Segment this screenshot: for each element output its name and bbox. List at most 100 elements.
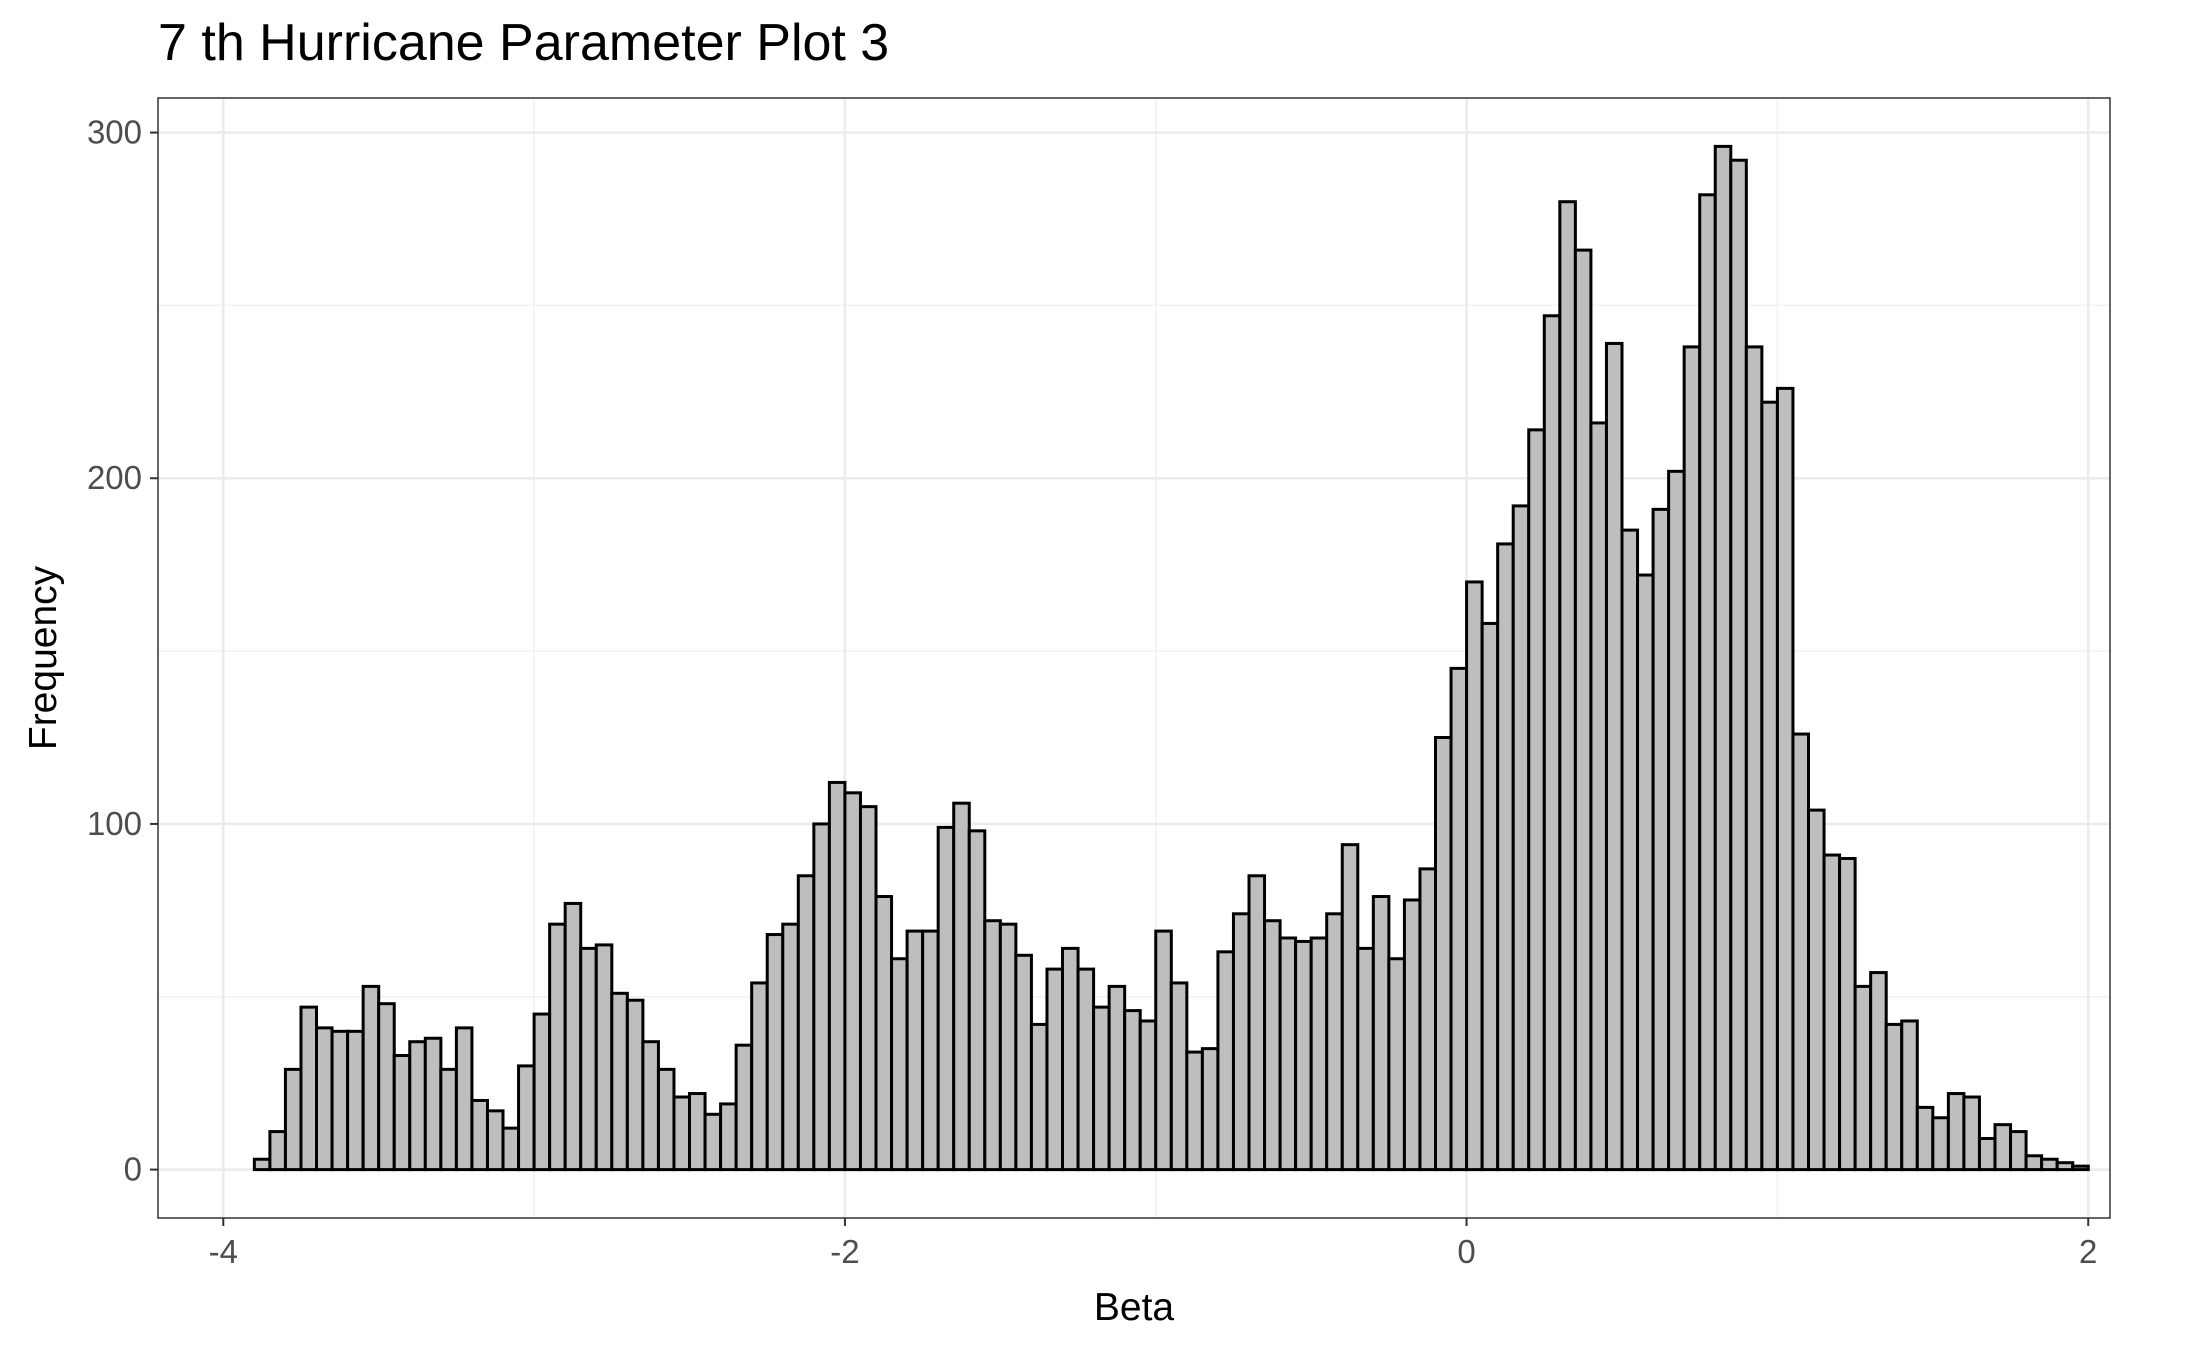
histogram-bar bbox=[796, 874, 816, 1172]
histogram-bar bbox=[1340, 843, 1360, 1172]
y-tick-label: 0 bbox=[124, 1151, 142, 1188]
histogram-bar bbox=[1434, 736, 1453, 1172]
histogram-bar bbox=[454, 1026, 474, 1172]
histogram-bar bbox=[532, 1012, 552, 1172]
histogram-bar bbox=[858, 805, 878, 1172]
histogram-bar bbox=[1573, 248, 1593, 1172]
histogram-bar bbox=[1418, 867, 1438, 1172]
histogram-bar bbox=[1107, 984, 1127, 1172]
histogram-bar bbox=[268, 1130, 287, 1172]
histogram-bar bbox=[1729, 158, 1748, 1172]
histogram-bar bbox=[361, 984, 381, 1172]
histogram-bar bbox=[330, 1029, 350, 1172]
histogram-bars bbox=[252, 144, 2090, 1172]
y-tick-label: 100 bbox=[87, 805, 142, 842]
histogram-bar bbox=[1791, 732, 1810, 1172]
histogram-bar bbox=[1589, 421, 1608, 1172]
histogram-bar bbox=[952, 801, 971, 1172]
histogram-bar bbox=[439, 1067, 458, 1172]
histogram-bar bbox=[1698, 193, 1717, 1172]
histogram-bar bbox=[843, 791, 862, 1172]
histogram-bar bbox=[1558, 200, 1577, 1172]
histogram-bar bbox=[703, 1112, 723, 1172]
histogram-bar bbox=[1604, 341, 1624, 1172]
histogram-bar bbox=[765, 933, 785, 1172]
histogram-bar bbox=[1822, 853, 1842, 1172]
x-axis-ticks: -4 -2 0 2 bbox=[209, 1218, 2097, 1270]
histogram-bar bbox=[1076, 967, 1096, 1172]
histogram-bar bbox=[1511, 504, 1531, 1172]
histogram-bar bbox=[1682, 345, 1702, 1172]
histogram-bar bbox=[299, 1005, 319, 1172]
histogram-bar bbox=[1962, 1095, 1981, 1172]
y-tick-label: 200 bbox=[87, 459, 142, 496]
histogram-bar bbox=[548, 922, 567, 1172]
histogram-bar bbox=[625, 998, 645, 1172]
histogram-bar bbox=[1449, 666, 1469, 1172]
histogram-bar bbox=[827, 780, 847, 1172]
histogram-bar bbox=[812, 822, 831, 1172]
histogram-bar bbox=[1775, 386, 1795, 1172]
histogram-bar bbox=[1977, 1136, 1997, 1172]
histogram-bar bbox=[1029, 1022, 1049, 1172]
histogram-bar bbox=[1480, 621, 1500, 1172]
histogram-bar bbox=[579, 946, 598, 1172]
histogram-bar bbox=[1806, 808, 1826, 1172]
x-tick-label: 0 bbox=[1457, 1233, 1475, 1270]
histogram-bar bbox=[283, 1067, 303, 1172]
histogram-bar bbox=[688, 1092, 707, 1172]
histogram-bar bbox=[610, 991, 629, 1172]
histogram-bar bbox=[936, 825, 956, 1172]
histogram-bar bbox=[1620, 528, 1640, 1172]
histogram-bar bbox=[408, 1040, 427, 1172]
histogram-bar bbox=[1263, 919, 1282, 1172]
histogram-bar bbox=[1387, 957, 1406, 1172]
histogram-bar bbox=[1200, 1047, 1220, 1172]
histogram-bar bbox=[2009, 1130, 2028, 1172]
histogram-bar bbox=[874, 895, 894, 1172]
histogram-bar bbox=[1931, 1116, 1950, 1172]
histogram-bar bbox=[485, 1109, 505, 1172]
histogram-bar bbox=[1294, 939, 1313, 1172]
histogram-bar bbox=[1993, 1123, 2013, 1172]
histogram-bar bbox=[1651, 507, 1671, 1172]
histogram-bar bbox=[1356, 946, 1375, 1172]
histogram-bar bbox=[734, 1043, 754, 1172]
histogram-bar bbox=[1527, 428, 1546, 1172]
histogram-bar bbox=[1884, 1022, 1904, 1172]
histogram-bar bbox=[1154, 929, 1173, 1172]
x-tick-label: -2 bbox=[830, 1233, 859, 1270]
histogram-bar bbox=[1900, 1019, 1919, 1172]
histogram-bar bbox=[501, 1126, 521, 1172]
histogram-bar bbox=[1138, 1019, 1158, 1172]
histogram-bar bbox=[719, 1102, 738, 1172]
histogram-bar bbox=[1045, 967, 1065, 1172]
histogram-bar bbox=[2055, 1161, 2075, 1172]
histogram-bar bbox=[1231, 912, 1251, 1172]
histogram-bar bbox=[2024, 1154, 2044, 1172]
histogram-bar bbox=[2040, 1157, 2059, 1172]
histogram-bar bbox=[1309, 936, 1329, 1172]
histogram-bar bbox=[1946, 1092, 1966, 1172]
histogram-bar bbox=[998, 922, 1018, 1172]
histogram-bar bbox=[656, 1067, 676, 1172]
histogram-bar bbox=[1853, 984, 1873, 1172]
histogram-bar bbox=[1061, 946, 1080, 1172]
histogram-bar bbox=[1371, 895, 1391, 1172]
chart-title: 7 th Hurricane Parameter Plot 3 bbox=[158, 14, 889, 72]
histogram-bar bbox=[1915, 1105, 1935, 1172]
histogram-bar bbox=[1092, 1005, 1111, 1172]
histogram-bar bbox=[517, 1064, 536, 1172]
histogram-bar bbox=[1542, 314, 1562, 1172]
histogram-bar bbox=[921, 929, 940, 1172]
histogram-bar bbox=[1278, 936, 1298, 1172]
histogram-bar bbox=[563, 901, 583, 1172]
histogram-bar bbox=[672, 1095, 692, 1172]
histogram-bar bbox=[1667, 469, 1686, 1172]
x-tick-label: 2 bbox=[2079, 1233, 2097, 1270]
x-tick-label: -4 bbox=[209, 1233, 238, 1270]
histogram-bar bbox=[252, 1157, 272, 1172]
histogram-bar bbox=[1123, 1009, 1142, 1172]
histogram-bar bbox=[1216, 950, 1235, 1172]
